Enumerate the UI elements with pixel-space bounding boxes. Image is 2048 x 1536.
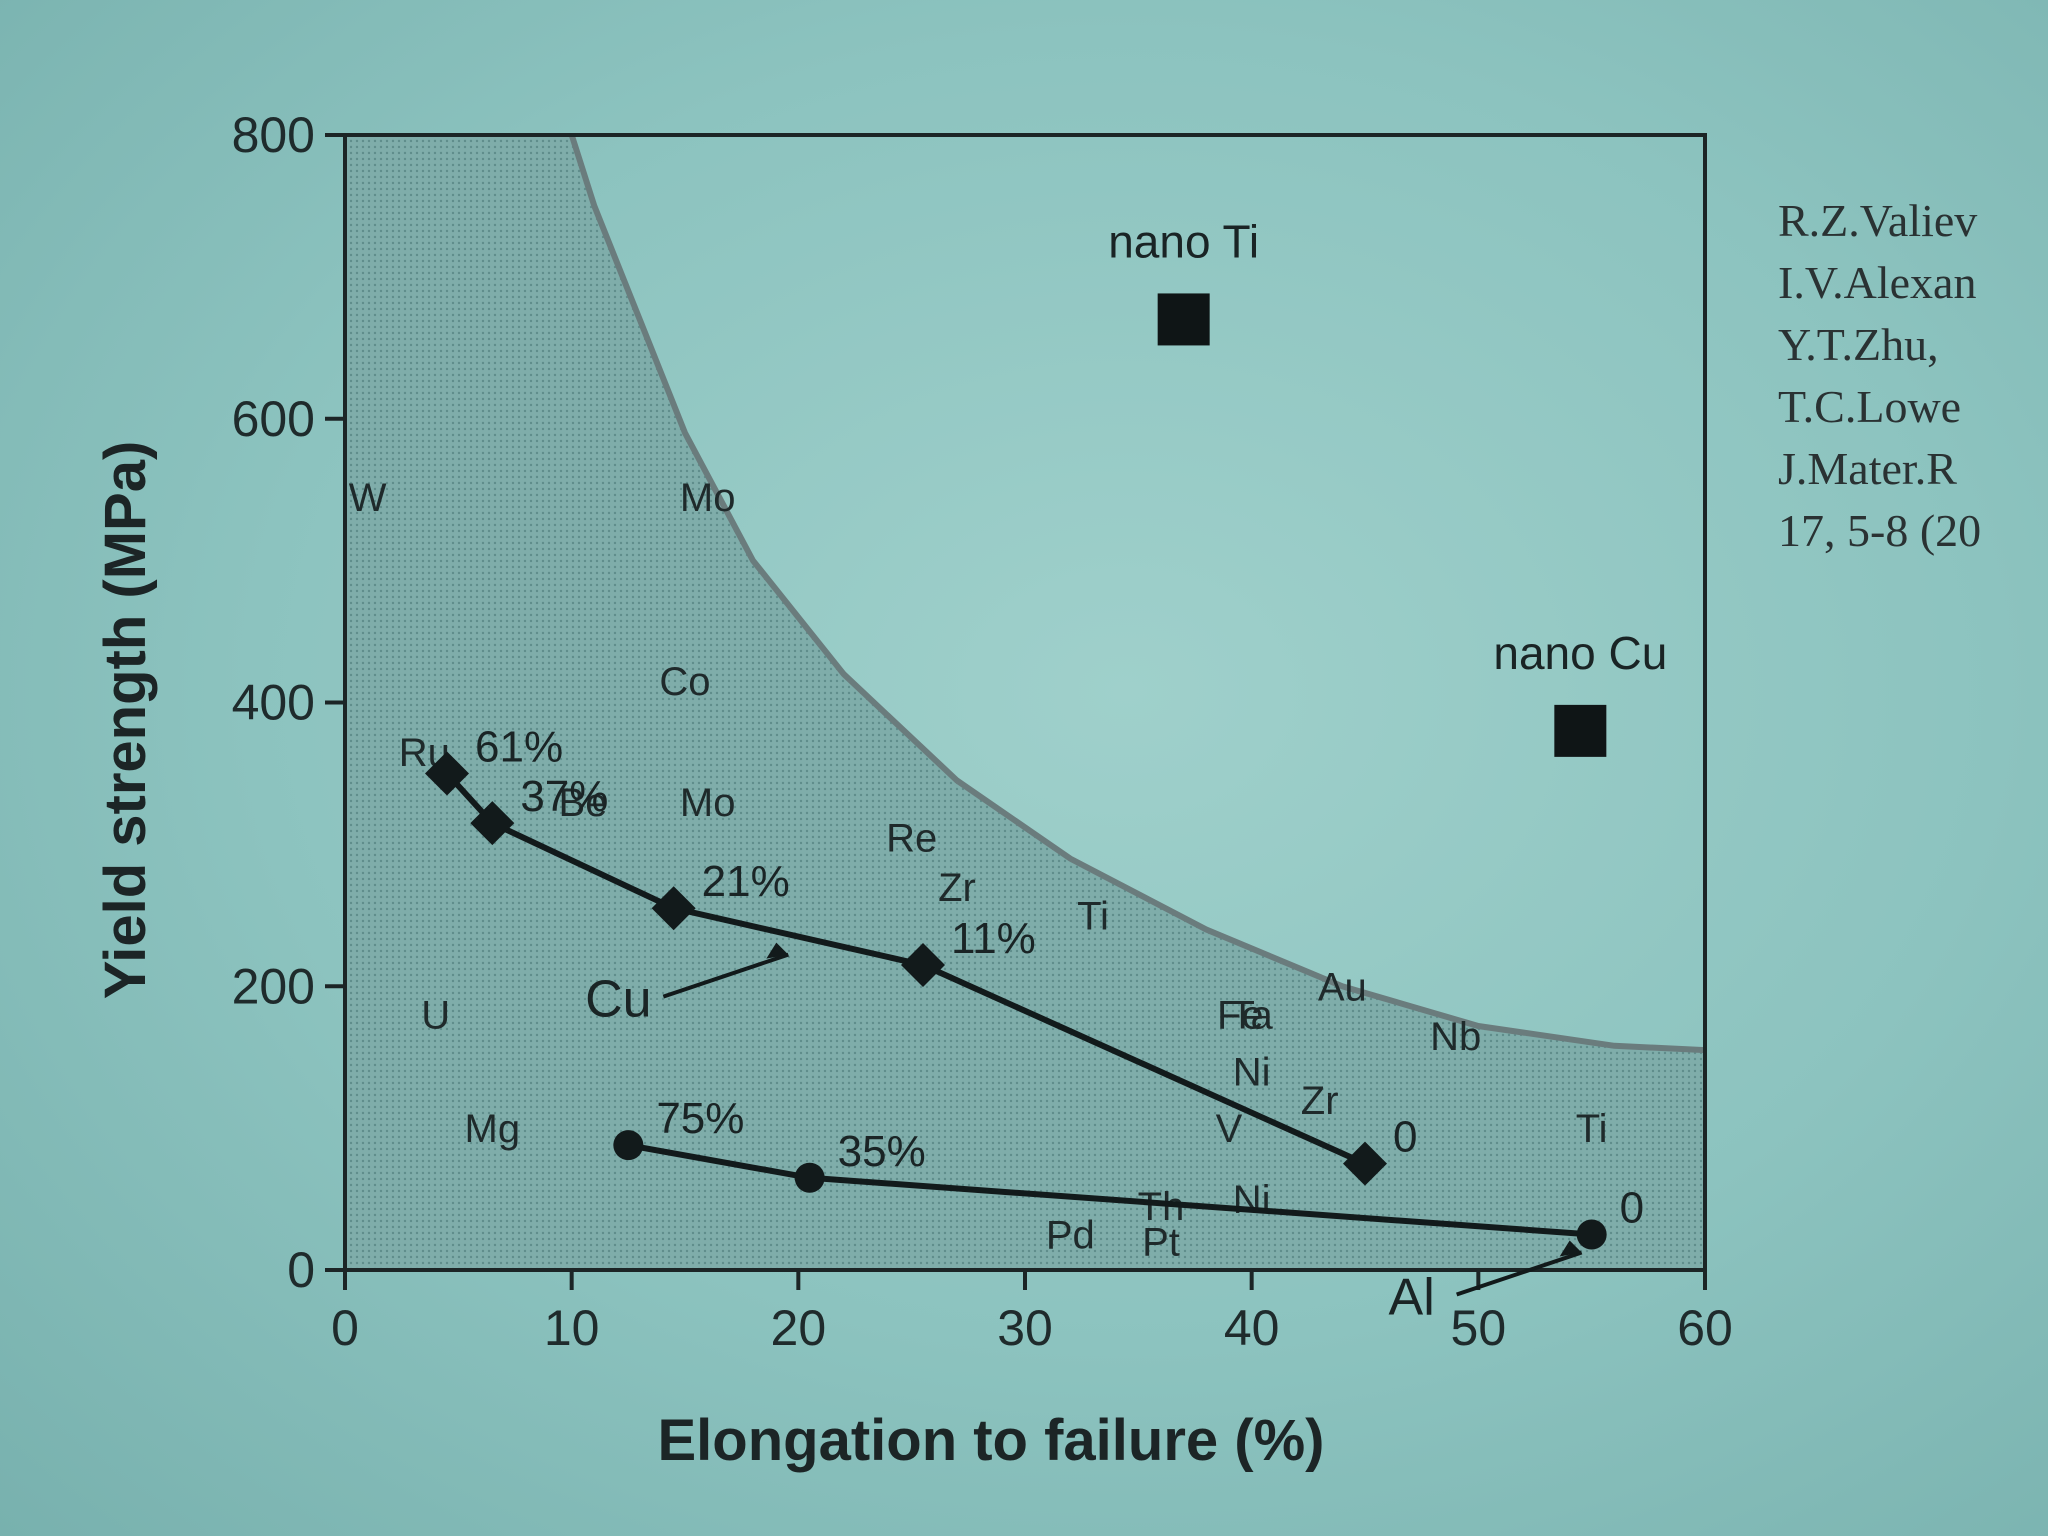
element-label: Au — [1318, 965, 1367, 1009]
x-tick-label: 30 — [997, 1300, 1053, 1356]
data-label: 61% — [475, 722, 563, 771]
series-name-label: Cu — [585, 971, 651, 1029]
data-label: 0 — [1620, 1184, 1644, 1233]
data-point — [470, 801, 515, 846]
element-label: Mg — [465, 1107, 521, 1151]
data-label: 21% — [702, 857, 790, 906]
element-label: Pd — [1046, 1214, 1095, 1258]
element-label: Nb — [1430, 1015, 1481, 1059]
element-label: Ti — [1576, 1107, 1608, 1151]
series-arrow — [1456, 1250, 1583, 1297]
y-tick-label: 200 — [232, 958, 315, 1014]
series-arrowhead — [766, 942, 789, 959]
y-axis-title: Yield strength (MPa) — [93, 441, 158, 1000]
element-label: Zr — [938, 866, 976, 910]
nano-layer: nano Ti nano Cu — [1108, 215, 1667, 757]
citation: R.Z.Valiev I.V.Alexan Y.T.Zhu, T.C.Lowe … — [1778, 190, 2048, 562]
element-label: Fe — [1217, 994, 1264, 1038]
element-label: Ni — [1233, 1178, 1271, 1222]
data-point — [613, 1130, 644, 1161]
data-label: 35% — [838, 1127, 926, 1176]
citation-line: J.Mater.R — [1778, 443, 1957, 494]
element-label: Re — [886, 816, 937, 860]
nano-label: nano Ti — [1108, 215, 1259, 267]
shaded-region — [345, 135, 1705, 1270]
x-tick-label: 20 — [771, 1300, 827, 1356]
x-tick-label: 0 — [331, 1300, 359, 1356]
x-tick-label: 10 — [544, 1300, 600, 1356]
citation-line: I.V.Alexan — [1778, 257, 1977, 308]
data-label: 75% — [656, 1094, 744, 1143]
citation-line: R.Z.Valiev — [1778, 195, 1978, 246]
citation-line: Y.T.Zhu, — [1778, 319, 1939, 370]
series-arrowhead — [1559, 1240, 1582, 1257]
element-label: V — [1216, 1107, 1243, 1151]
y-tick-label: 0 — [287, 1242, 315, 1298]
nano-marker — [1157, 293, 1210, 346]
data-label: 0 — [1393, 1113, 1417, 1162]
element-label: Zr — [1301, 1079, 1339, 1123]
element-label: W — [349, 476, 387, 520]
data-point — [425, 751, 469, 796]
citation-line: 17, 5-8 (20 — [1778, 505, 1982, 556]
boundary-curve — [568, 134, 1706, 1054]
nano-label: nano Cu — [1493, 627, 1667, 679]
x-tick-label: 40 — [1224, 1300, 1280, 1356]
series-arrow — [662, 952, 789, 999]
y-tick-label: 400 — [232, 675, 315, 731]
x-axis-title: Elongation to failure (%) — [658, 1408, 1325, 1473]
data-label: 37% — [520, 772, 608, 821]
series-layer: 61%37% 21% 11% 0 Cu 75% 35% 0 Al — [425, 722, 1644, 1327]
element-label: Mo — [680, 476, 736, 520]
citation-line: T.C.Lowe — [1778, 381, 1962, 432]
data-point — [1576, 1219, 1607, 1250]
x-tick-label: 50 — [1451, 1300, 1507, 1356]
data-point — [901, 942, 945, 987]
element-label: U — [421, 994, 450, 1038]
element-label: Be — [559, 781, 608, 825]
nano-marker — [1554, 704, 1607, 757]
y-tick-label: 800 — [232, 107, 315, 163]
element-label: Mo — [680, 781, 736, 825]
element-label: Ta — [1231, 994, 1274, 1038]
x-axis: 0 10 20 30 40 50 60 — [331, 1270, 1733, 1356]
x-tick-label: 60 — [1677, 1300, 1733, 1356]
element-label: Co — [659, 660, 710, 704]
data-point — [651, 886, 696, 931]
element-label: Pt — [1142, 1221, 1180, 1265]
y-tick-label: 600 — [232, 391, 315, 447]
data-label: 11% — [951, 914, 1036, 963]
data-point — [794, 1162, 825, 1193]
element-label: Ni — [1233, 1050, 1271, 1094]
data-point — [1343, 1141, 1387, 1186]
element-label: Ti — [1077, 894, 1109, 938]
series-name-label: Al — [1389, 1269, 1435, 1327]
y-axis: 0 200 400 600 800 — [232, 107, 345, 1298]
